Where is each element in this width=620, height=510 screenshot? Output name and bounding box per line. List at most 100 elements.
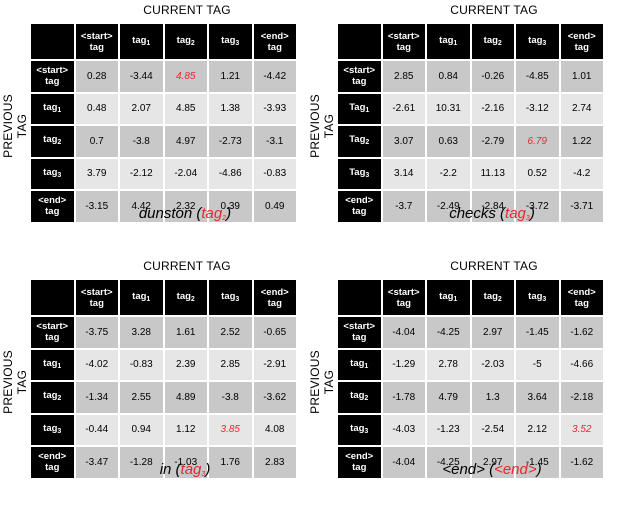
score-cell: -4.85 (516, 61, 559, 92)
score-cell: -3.71 (560, 191, 603, 222)
header-text: tag (267, 297, 282, 309)
score-cell: -1.03 (164, 447, 207, 478)
score-cell: 0.48 (75, 93, 118, 124)
header-text: tag (528, 290, 543, 302)
header-subscript: 3 (364, 427, 369, 435)
table-row: tag1 -1.29 2.78 -2.03 -5 -4.66 (338, 349, 603, 380)
header-text: <end> (345, 195, 374, 207)
header-subscript: 1 (146, 295, 151, 303)
previous-tag-label: PREVIOUS TAG (1, 350, 29, 414)
word-caption: dunston (tag2) (138, 205, 232, 222)
caption-tag: tag3 (181, 461, 206, 478)
score-cell: -3.72 (516, 191, 559, 222)
header-text: tag (43, 134, 58, 146)
header-text: <start> (36, 321, 69, 333)
header-subscript: 2 (57, 139, 62, 147)
column-header: <end> tag (253, 24, 296, 59)
score-cell: 1.3 (471, 382, 514, 413)
header-text: tag (483, 290, 498, 302)
score-cell: -3.62 (253, 382, 296, 413)
score-cell: 2.52 (209, 317, 252, 348)
row-header: tag1 (338, 349, 381, 380)
row-header: <end> tag (31, 447, 74, 478)
caption-word: dunston (138, 205, 193, 222)
caption-word: in (159, 461, 172, 478)
caption-tag-subscript: 3 (201, 471, 206, 478)
score-cell: -2.84 (471, 191, 514, 222)
column-header: <start> tag (382, 280, 425, 315)
table-row: <start> tag 0.28 -3.44 4.85 1.21 -4.42 (31, 61, 296, 92)
header-text: tag (132, 290, 147, 302)
score-cell: -1.29 (382, 349, 425, 380)
score-cell: -1.45 (516, 317, 559, 348)
header-subscript: 3 (57, 171, 62, 179)
score-cell: -4.86 (209, 158, 252, 189)
header-text: tag (483, 34, 498, 46)
score-cell: -3.12 (516, 93, 559, 124)
score-cell: -3.44 (120, 61, 163, 92)
header-text: tag (43, 422, 58, 434)
table-row: Tag2 3.07 0.63 -2.79 6.79 1.22 (338, 126, 603, 157)
header-text: tag (45, 206, 60, 218)
score-cell: -0.44 (75, 414, 118, 445)
header-subscript: 1 (57, 106, 62, 114)
previous-tag-label: PREVIOUS TAG (1, 94, 29, 158)
score-cell: -1.45 (516, 447, 559, 478)
column-header: <start> tag (382, 24, 425, 59)
score-cell: -2.91 (253, 349, 296, 380)
score-cell: -1.62 (560, 447, 603, 478)
header-text: tag (45, 462, 60, 474)
score-cell: -4.2 (560, 158, 603, 189)
score-cell: -4.25 (427, 447, 470, 478)
row-header: <end> tag (338, 191, 381, 222)
panel-checks: CURRENT TAG PREVIOUS TAG <start> tag tag1 tag… (307, 0, 617, 254)
header-text: tag (43, 357, 58, 369)
column-header: tag3 (209, 280, 252, 315)
score-cell: 1.12 (164, 414, 207, 445)
score-cell: 1.01 (560, 61, 603, 92)
current-tag-label: CURRENT TAG (143, 3, 231, 17)
score-cell: 4.89 (164, 382, 207, 413)
score-cell: 4.08 (253, 414, 296, 445)
header-text: tag (439, 34, 454, 46)
score-cell: -3.1 (253, 126, 296, 157)
highlighted-score-cell: 4.85 (164, 61, 207, 92)
table-row: <start> tag 2.85 0.84 -0.26 -4.85 1.01 (338, 61, 603, 92)
column-header: tag2 (164, 24, 207, 59)
header-text: tag (43, 101, 58, 113)
score-cell: 2.12 (516, 414, 559, 445)
header-text: tag (176, 290, 191, 302)
score-cell: -2.18 (560, 382, 603, 413)
column-header: tag1 (427, 24, 470, 59)
header-text: tag (350, 422, 365, 434)
score-cell: -0.83 (120, 349, 163, 380)
score-cell: 4.85 (164, 93, 207, 124)
score-cell: -4.04 (382, 317, 425, 348)
header-text: <start> (387, 286, 420, 298)
header-text: tag (352, 76, 367, 88)
header-text: Tag (349, 166, 366, 178)
header-text: tag (45, 76, 60, 88)
score-cell: -3.75 (75, 317, 118, 348)
panel-dunston: CURRENT TAG PREVIOUS TAG <start> tag tag1 tag… (0, 0, 310, 254)
score-cell: 1.76 (209, 447, 252, 478)
header-text: tag (396, 41, 411, 53)
header-subscript: 2 (190, 39, 195, 47)
score-cell: 2.74 (560, 93, 603, 124)
header-text: <end> (38, 195, 67, 207)
header-text: tag (352, 462, 367, 474)
header-row: <start> tag tag1 tag2 tag3 <end> tag (31, 24, 296, 59)
header-text: tag (350, 357, 365, 369)
caption-tag: <end> (494, 461, 537, 478)
score-cell: 0.63 (427, 126, 470, 157)
score-cell: 2.85 (209, 349, 252, 380)
score-cell: 2.83 (253, 447, 296, 478)
highlighted-score-cell: 6.79 (516, 126, 559, 157)
score-cell: 3.64 (516, 382, 559, 413)
score-cell: -3.8 (209, 382, 252, 413)
score-cell: -2.12 (120, 158, 163, 189)
transition-matrix: <start> tag tag1 tag2 tag3 <end> tag <start> tag… (29, 278, 298, 480)
table-row: tag2 0.7 -3.8 4.97 -2.73 -3.1 (31, 126, 296, 157)
header-subscript: 3 (365, 171, 370, 179)
score-cell: -1.28 (120, 447, 163, 478)
